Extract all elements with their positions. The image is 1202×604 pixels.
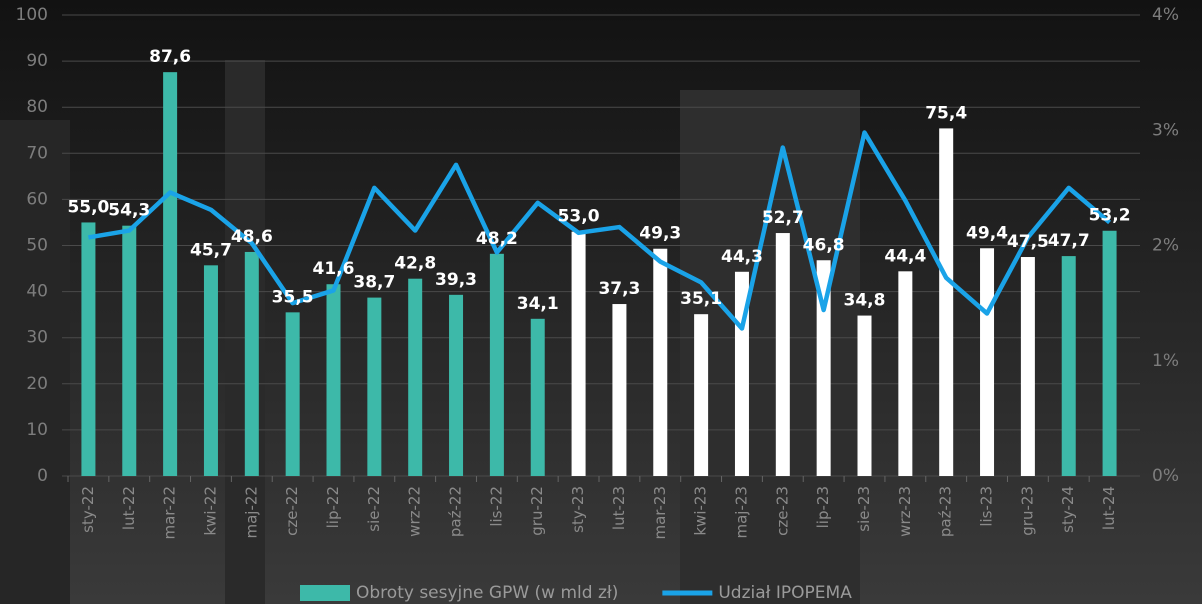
y2-tick-label: 1%	[1152, 351, 1179, 371]
value-label: 44,4	[884, 246, 926, 266]
bar	[163, 72, 177, 476]
value-label: 49,4	[966, 223, 1008, 243]
x-tick-label: gru-22	[528, 486, 546, 536]
bar	[122, 226, 136, 476]
y-tick-label: 100	[16, 5, 48, 25]
y2-tick-label: 3%	[1152, 120, 1179, 140]
bar	[612, 304, 626, 476]
legend-swatch	[300, 585, 350, 601]
x-tick-label: sie-23	[855, 486, 873, 532]
y-tick-label: 80	[26, 97, 48, 117]
y-tick-label: 90	[26, 51, 48, 71]
value-label: 41,6	[313, 259, 355, 279]
x-tick-label: mar-23	[651, 486, 669, 540]
bar	[1062, 256, 1076, 476]
chart: 0 10 20 30 40 50 60 70 80 90 100 0% 1% 2% 3% 4% sty-22 lu…	[0, 0, 1202, 604]
bar	[204, 265, 218, 476]
y-tick-label: 0	[37, 466, 48, 486]
x-tick-label: wrz-22	[406, 486, 424, 537]
x-tick-label: maj-23	[732, 486, 750, 538]
x-tick-label: paź-22	[447, 486, 465, 537]
x-tick-label: sty-22	[79, 486, 97, 533]
bar	[327, 284, 341, 476]
bar	[245, 252, 259, 476]
x-tick-label: sty-24	[1059, 486, 1077, 533]
bar	[694, 314, 708, 476]
y-tick-label: 50	[26, 236, 48, 256]
x-tick-label: lut-22	[120, 486, 138, 530]
x-tick-label: wrz-23	[896, 486, 914, 537]
value-label: 45,7	[190, 240, 232, 260]
bar	[980, 248, 994, 476]
bar	[858, 316, 872, 476]
x-tick-label: kwi-22	[201, 486, 219, 536]
legend-label: Udział IPOPEMA	[718, 583, 852, 603]
x-tick-label: kwi-23	[692, 486, 710, 536]
y-tick-label: 20	[26, 374, 48, 394]
bar	[449, 295, 463, 476]
bar	[572, 232, 586, 476]
x-tick-label: paź-23	[937, 486, 955, 537]
page: {"chart_data": {"type": "bar-line", "cat…	[0, 0, 1202, 604]
x-tick-label: cze-23	[773, 486, 791, 536]
bar	[531, 319, 545, 476]
x-tick-label: mar-22	[161, 486, 179, 540]
x-tick-label: lut-23	[610, 486, 628, 530]
value-label: 52,7	[762, 208, 804, 228]
value-label: 87,6	[149, 47, 191, 67]
value-label: 53,2	[1089, 206, 1131, 226]
value-label: 53,0	[558, 207, 600, 227]
x-tick-label: maj-22	[242, 486, 260, 538]
x-tick-label: cze-22	[283, 486, 301, 536]
bar	[408, 279, 422, 476]
y2-tick-label: 4%	[1152, 5, 1179, 25]
value-label: 55,0	[67, 197, 109, 217]
value-label: 39,3	[435, 270, 477, 290]
value-label: 44,3	[721, 247, 763, 267]
bar	[367, 298, 381, 476]
x-tick-label: gru-23	[1018, 486, 1036, 536]
x-tick-label: lip-23	[814, 486, 832, 528]
y-tick-label: 10	[26, 420, 48, 440]
y-tick-label: 40	[26, 282, 48, 302]
bar	[939, 128, 953, 476]
y2-tick-label: 0%	[1152, 466, 1179, 486]
value-label: 47,5	[1007, 232, 1049, 252]
y2-tick-label: 2%	[1152, 236, 1179, 256]
x-tick-label: lip-22	[324, 486, 342, 528]
x-tick-label: sie-22	[365, 486, 383, 532]
value-label: 49,3	[639, 224, 681, 244]
value-label: 38,7	[353, 273, 395, 293]
y-tick-label: 30	[26, 328, 48, 348]
y-tick-label: 60	[26, 189, 48, 209]
bar	[1021, 257, 1035, 476]
bar	[81, 222, 95, 476]
bar	[653, 249, 667, 476]
x-tick-label: lut-24	[1100, 486, 1118, 530]
y-tick-label: 70	[26, 143, 48, 163]
x-tick-label: sty-23	[569, 486, 587, 533]
value-label: 54,3	[108, 201, 150, 221]
value-label: 75,4	[925, 103, 967, 123]
value-label: 34,8	[844, 291, 886, 311]
bar	[1103, 231, 1117, 476]
bar	[898, 271, 912, 476]
x-tick-label: lis-22	[487, 486, 505, 527]
x-tick-label: lis-23	[978, 486, 996, 527]
bar	[490, 254, 504, 476]
value-label: 48,6	[231, 227, 273, 247]
value-label: 47,7	[1048, 231, 1090, 251]
value-label: 34,1	[517, 294, 559, 314]
value-label: 42,8	[394, 254, 436, 274]
value-label: 48,2	[476, 229, 518, 249]
legend-label: Obroty sesyjne GPW (w mld zł)	[356, 583, 618, 603]
value-label: 46,8	[803, 235, 845, 255]
value-label: 37,3	[598, 279, 640, 299]
bar	[776, 233, 790, 476]
bar	[286, 312, 300, 476]
value-label: 35,1	[680, 289, 722, 309]
value-label: 35,5	[272, 287, 314, 307]
